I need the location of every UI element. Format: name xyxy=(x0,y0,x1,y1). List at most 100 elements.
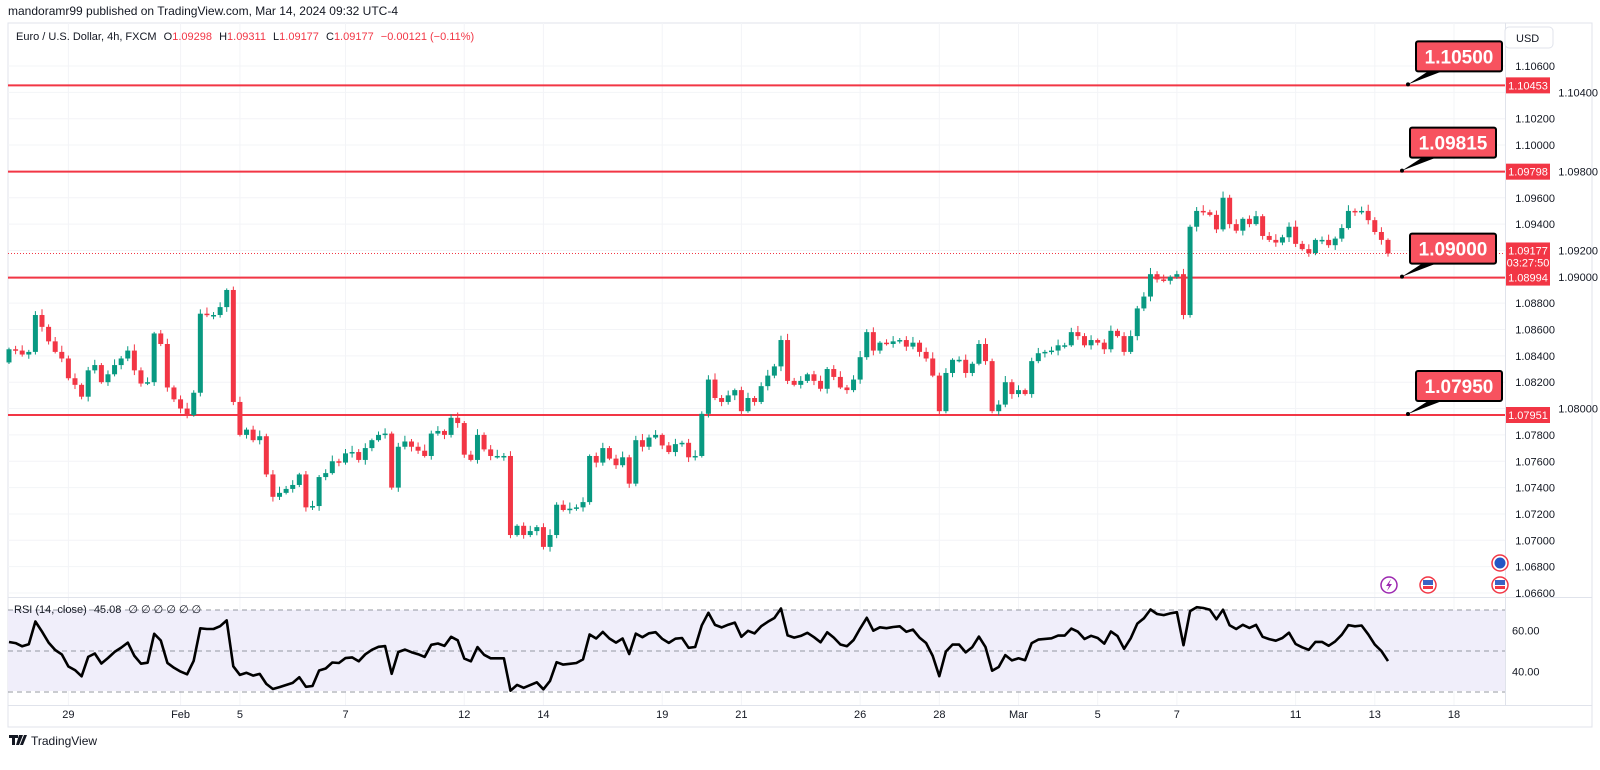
candle-up xyxy=(26,349,32,359)
lightning-event-icon[interactable] xyxy=(1380,576,1398,594)
candle-body xyxy=(329,461,335,474)
euro-event-icon[interactable] xyxy=(1491,554,1509,572)
candle-up xyxy=(112,359,118,377)
candle-body xyxy=(184,408,190,416)
us-event-icon[interactable] xyxy=(1491,576,1509,594)
candle-body xyxy=(1081,336,1087,346)
candle-body xyxy=(521,525,527,536)
high-value: 1.09311 xyxy=(227,31,266,43)
candle-down xyxy=(1081,333,1087,348)
candle-up xyxy=(1108,325,1114,353)
candle-down xyxy=(1095,338,1101,346)
price-callouts[interactable]: 1.10500 1.09815 1.09000 1.07950 xyxy=(1400,40,1503,417)
candle-body xyxy=(435,430,441,434)
candle-body xyxy=(1167,276,1173,281)
candle-body xyxy=(151,333,157,383)
candle-up xyxy=(798,376,804,389)
candle-up xyxy=(1055,339,1061,356)
candle-body xyxy=(336,461,342,463)
candle-up xyxy=(375,431,381,442)
candle-down xyxy=(719,395,725,407)
candle-body xyxy=(626,457,632,484)
candle-up xyxy=(1134,305,1140,341)
price-callout[interactable]: 1.10500 xyxy=(1406,40,1503,87)
candle-up xyxy=(329,455,335,475)
candle-down xyxy=(13,345,19,355)
candle-body xyxy=(343,453,349,463)
candle-body xyxy=(283,488,289,493)
candle-body xyxy=(824,369,830,389)
candle-body xyxy=(936,375,942,412)
candle-body xyxy=(798,380,804,385)
candle-up xyxy=(554,502,560,539)
price-callout[interactable]: 1.07950 xyxy=(1406,370,1503,417)
candle-body xyxy=(1180,274,1186,316)
candle-body xyxy=(224,289,230,308)
candle-up xyxy=(1147,267,1153,302)
candle-up xyxy=(1279,234,1285,246)
candle-body xyxy=(138,370,144,384)
candle-up xyxy=(1194,207,1200,232)
candle-down xyxy=(791,377,797,387)
callout-pointer xyxy=(1402,157,1436,171)
candle-down xyxy=(1233,219,1239,234)
candle-body xyxy=(613,458,619,466)
candle-down xyxy=(1372,217,1378,235)
chart-frame xyxy=(7,22,1593,728)
candle-up xyxy=(1359,206,1365,215)
candle-body xyxy=(164,343,170,388)
candle-body xyxy=(191,392,197,416)
candle-body xyxy=(1339,228,1345,239)
price-axis[interactable]: 1.10600 1.10400 1.10200 1.10000 1.09800 1.096… xyxy=(1515,61,1598,600)
candle-down xyxy=(415,442,421,454)
candle-body xyxy=(448,417,454,435)
level-axis-label: 1.09798 xyxy=(1508,167,1548,179)
candle-body xyxy=(461,423,467,455)
price-callout[interactable]: 1.09000 xyxy=(1400,232,1497,279)
price-callout[interactable]: 1.09815 xyxy=(1400,126,1497,173)
candle-up xyxy=(1319,236,1325,245)
candle-body xyxy=(158,333,164,344)
candle-up xyxy=(1332,236,1338,250)
candle-body xyxy=(785,340,791,381)
tradingview-logo[interactable]: TradingView xyxy=(9,734,97,748)
candle-body xyxy=(851,379,857,391)
candle-down xyxy=(1114,328,1120,338)
candle-up xyxy=(296,472,302,488)
level-axis-badge xyxy=(1506,269,1550,286)
currency-button[interactable]: USD xyxy=(1504,26,1554,49)
candle-down xyxy=(811,370,817,386)
candle-body xyxy=(1312,239,1318,254)
candle-down xyxy=(923,347,929,362)
candle-body xyxy=(1299,243,1305,250)
candle-body xyxy=(1042,351,1048,354)
price-tick-label: 1.09800 xyxy=(1558,166,1598,178)
candle-up xyxy=(765,369,771,391)
candle-up xyxy=(1312,238,1318,256)
rsi-title: RSI (14, close) xyxy=(14,604,87,616)
candle-body xyxy=(290,484,296,489)
time-tick-label: 14 xyxy=(537,709,549,721)
candle-body xyxy=(620,457,626,466)
candle-down xyxy=(785,333,791,385)
time-axis[interactable]: 29 Feb 5 7 12 14 19 21 26 28 Mar 5 7 11 13 18 xyxy=(62,709,1460,721)
callout-pointer xyxy=(1408,71,1442,85)
horizontal-levels[interactable] xyxy=(8,84,1505,417)
candle-down xyxy=(72,373,78,390)
candle-up xyxy=(1088,335,1094,350)
candle-body xyxy=(1029,361,1035,395)
rsi-legend[interactable]: RSI (14, close) 45.08 ∅ ∅ ∅ ∅ ∅ ∅ xyxy=(14,604,201,616)
candle-body xyxy=(738,390,744,412)
candle-body xyxy=(1128,336,1134,352)
candle-down xyxy=(917,340,923,357)
candle-body xyxy=(257,436,263,441)
candle-body xyxy=(1378,232,1384,240)
us-event-icon[interactable] xyxy=(1419,576,1437,594)
candle-up xyxy=(244,427,250,439)
candle-body xyxy=(897,340,903,342)
candle-up xyxy=(85,366,91,402)
candle-up xyxy=(1048,346,1054,355)
time-tick-label: 11 xyxy=(1290,709,1301,721)
time-tick-label: 29 xyxy=(62,709,74,721)
